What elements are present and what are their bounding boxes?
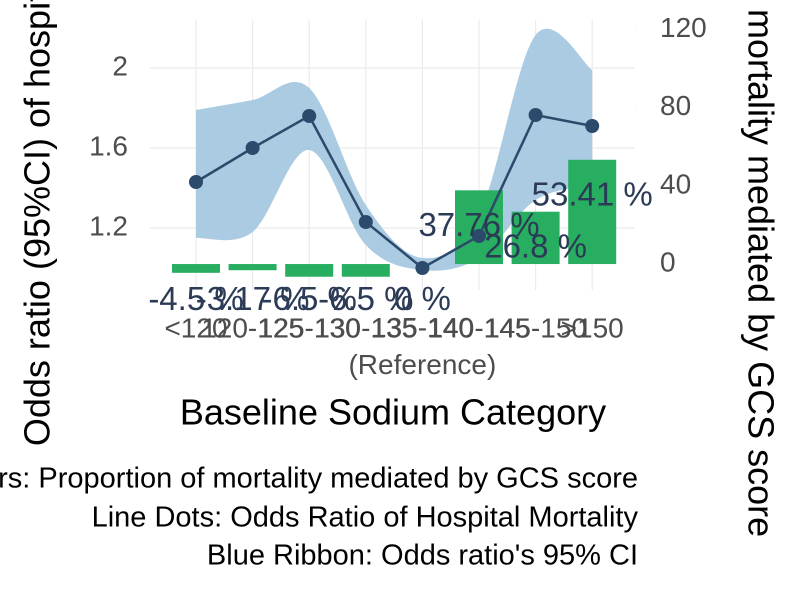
x-tick-label: 125-130 [258,312,361,343]
bar [568,159,617,265]
y2-axis-title: Proportion of mortality mediated by GCS … [740,0,781,537]
y-tick-label: 1.2 [89,210,128,241]
x-tick-label: 140-145 [428,312,531,343]
x-tick-label: 130-135 [314,312,417,343]
caption-line: Line Dots: Odds Ratio of Hospital Mortal… [92,502,639,534]
plot-area: -4.5 %-3.17 %-6.5 %-6.5 %0 %37.76 %26.8 … [148,28,653,317]
bar-value-label: 53.41 % [532,175,653,212]
y-tick-label: 2 [112,50,128,81]
odds-ratio-point [528,108,543,122]
odds-ratio-point [358,215,373,229]
x-tick-label: 120-125 [201,312,304,343]
y-tick-label: 1.6 [89,130,128,161]
odds-ratio-point [302,109,317,123]
caption-line: Blue Ribbon: Odds ratio's 95% CI [207,540,638,572]
y2-tick-label: 80 [660,90,691,121]
odds-ratio-point [245,141,260,155]
bar [285,264,334,277]
odds-ratio-point [585,119,600,133]
odds-ratio-point [472,229,486,243]
bar [511,211,560,265]
x-tick-label: 135-140 (Reference) [348,312,496,380]
y2-tick-label: 0 [660,246,676,277]
odds-ratio-point [415,261,430,275]
bar-value-label: 26.8 % [484,227,587,264]
bar-value-label: -4.5 % [148,280,243,317]
odds-ratio-point [189,175,203,189]
bar-value-label: -3.17 % [196,280,310,317]
y2-tick-label: 40 [660,168,691,199]
odds-ratio-line [195,113,593,270]
bar-value-label: -6.5 % [318,280,413,317]
y-axis-title: Odds ratio (95%CI) of hospital mortality [17,0,58,446]
y2-tick-label: 120 [660,12,707,43]
x-tick-label: >150 [561,312,624,343]
x-tick-label: <120 [164,312,227,343]
bar-value-label: -6.5 % [262,280,357,317]
x-tick-label: 145-150 [484,312,587,343]
caption-line: Bars: Proportion of mortality mediated b… [0,463,638,495]
bar [228,264,277,271]
bar-value-label: 37.76 % [418,206,539,243]
x-axis-title: Baseline Sodium Category [180,392,606,433]
bar [341,264,390,277]
bar-value-label: 0 % [394,280,451,317]
bar [172,264,220,273]
